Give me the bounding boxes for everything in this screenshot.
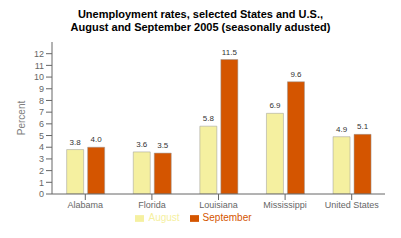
svg-text:5.1: 5.1 (357, 122, 369, 131)
svg-text:9.6: 9.6 (290, 70, 302, 79)
svg-text:Percent: Percent (16, 101, 27, 136)
svg-text:5.8: 5.8 (203, 114, 215, 123)
svg-text:6: 6 (39, 119, 44, 129)
svg-text:3.6: 3.6 (136, 140, 148, 149)
svg-text:3.5: 3.5 (157, 141, 169, 150)
svg-text:Florida: Florida (138, 200, 166, 210)
svg-text:4.9: 4.9 (336, 125, 348, 134)
svg-text:6.9: 6.9 (269, 101, 281, 110)
svg-text:4.0: 4.0 (91, 135, 103, 144)
html-text:September: September (202, 212, 252, 223)
svg-text:United States: United States (325, 200, 380, 210)
html-text:August: August (148, 212, 180, 223)
svg-text:Alabama: Alabama (68, 200, 104, 210)
svg-text:1: 1 (39, 178, 44, 188)
svg-text:0: 0 (39, 189, 44, 199)
svg-text:9: 9 (39, 84, 44, 94)
html-text:Unemployment rates, selected S: Unemployment rates, selected States and … (70, 8, 331, 33)
svg-text:11.5: 11.5 (222, 48, 238, 57)
svg-text:12: 12 (34, 49, 44, 59)
svg-text:10: 10 (34, 72, 44, 82)
svg-text:3: 3 (39, 154, 44, 164)
svg-text:5: 5 (39, 131, 44, 141)
svg-text:8: 8 (39, 96, 44, 106)
svg-text:Louisiana: Louisiana (199, 200, 238, 210)
svg-text:7: 7 (39, 107, 44, 117)
svg-text:11: 11 (35, 61, 44, 71)
svg-text:3.8: 3.8 (70, 138, 82, 147)
svg-text:Mississippi: Mississippi (263, 200, 307, 210)
svg-text:2: 2 (39, 166, 44, 176)
svg-text:4: 4 (39, 142, 44, 152)
